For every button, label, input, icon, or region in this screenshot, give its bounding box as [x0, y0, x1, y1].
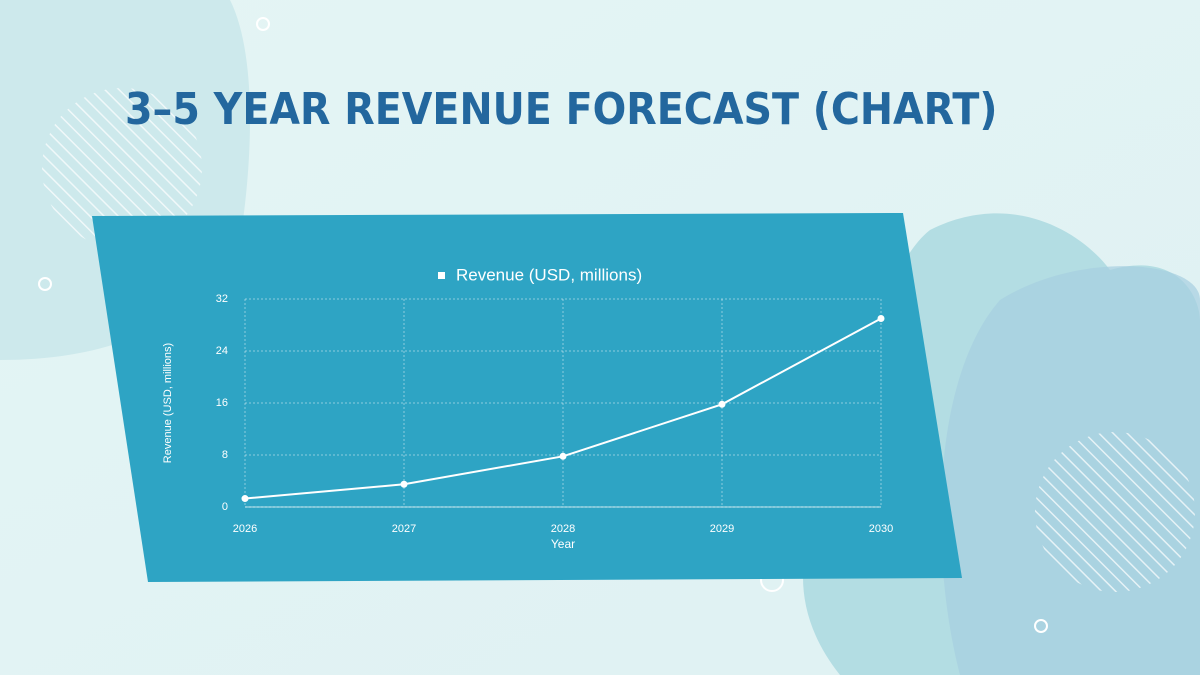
- x-tick-label: 2030: [869, 523, 893, 535]
- y-tick-label: 0: [222, 501, 228, 513]
- point: [400, 480, 408, 488]
- ring: [38, 277, 52, 291]
- point: [877, 315, 885, 322]
- hatch-circle: [1035, 432, 1195, 592]
- hatch-circle: [42, 88, 202, 248]
- y-axis-label: Revenue (USD, millions): [162, 343, 174, 463]
- x-tick-label: 2027: [392, 523, 416, 535]
- chart-panel: [92, 213, 962, 582]
- legend-label: Revenue (USD, millions): [456, 265, 642, 284]
- y-tick-label: 8: [222, 449, 228, 461]
- x-tick-label: 2026: [233, 523, 257, 535]
- x-axis-label: Year: [551, 537, 575, 551]
- point: [718, 400, 726, 408]
- point: [559, 452, 567, 460]
- y-tick-label: 24: [216, 345, 228, 357]
- chart: 0 8 16 24 32 2026 2027 2028 2029 2030 Year Revenue …: [162, 265, 893, 551]
- y-tick-label: 16: [216, 397, 228, 409]
- x-tick-label: 2029: [710, 523, 734, 535]
- ring: [256, 17, 270, 31]
- y-tick-label: 32: [216, 293, 228, 305]
- x-tick-label: 2028: [551, 523, 575, 535]
- point: [241, 495, 249, 503]
- ring: [1034, 619, 1048, 633]
- legend-swatch: [438, 272, 445, 279]
- slide-title: 3–5 YEAR REVENUE FORECAST (CHART): [125, 83, 998, 135]
